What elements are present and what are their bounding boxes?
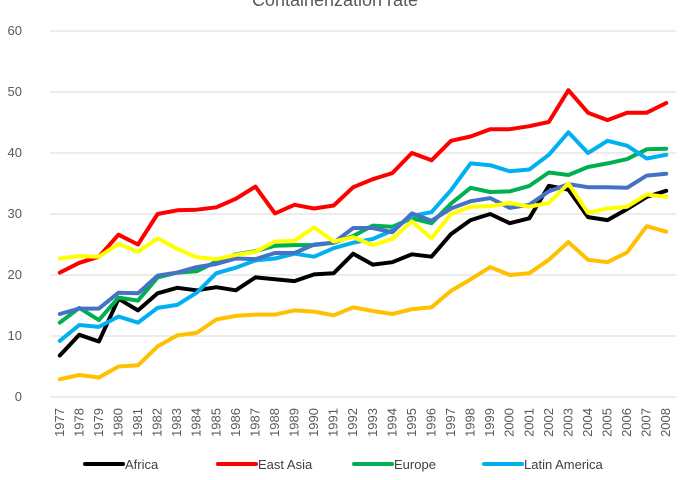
x-tick-label: 2001 [521, 408, 536, 437]
x-tick-label: 1989 [287, 408, 302, 437]
x-tick-label: 1992 [345, 408, 360, 437]
y-axis-ticks: 0 10 20 30 40 50 60 [8, 23, 22, 404]
x-tick-label: 1991 [326, 408, 341, 437]
x-tick-label: 2002 [541, 408, 556, 437]
y-tick-label: 30 [8, 206, 22, 221]
x-tick-label: 1996 [423, 408, 438, 437]
x-tick-label: 1998 [463, 408, 478, 437]
x-tick-label: 1986 [228, 408, 243, 437]
series-line-2 [57, 146, 669, 325]
x-tick-label: 1983 [169, 408, 184, 437]
x-tick-label: 2004 [580, 408, 595, 437]
x-tick-label: 1999 [482, 408, 497, 437]
x-tick-label: 1987 [247, 408, 262, 437]
legend: Africa East Asia Europe Latin America [83, 457, 604, 472]
legend-label: Europe [394, 457, 436, 472]
series-line-1 [57, 88, 669, 275]
x-tick-label: 1994 [384, 408, 399, 437]
legend-label: Africa [125, 457, 159, 472]
x-axis-ticks: 1977 1978 1979 1980 1981 1982 1983 1984 1985 1986… [52, 408, 673, 437]
x-tick-label: 1985 [208, 408, 223, 437]
legend-label: East Asia [258, 457, 313, 472]
chart-title: Containerization rate [252, 0, 418, 10]
legend-label: Latin America [524, 457, 604, 472]
y-tick-label: 60 [8, 23, 22, 38]
x-tick-label: 1997 [443, 408, 458, 437]
x-tick-label: 2006 [619, 408, 634, 437]
y-tick-label: 20 [8, 267, 22, 282]
y-tick-label: 10 [8, 328, 22, 343]
x-tick-label: 1990 [306, 408, 321, 437]
gridlines [50, 30, 676, 398]
series-lines [57, 88, 669, 382]
x-tick-label: 1995 [404, 408, 419, 437]
x-tick-label: 1977 [52, 408, 67, 437]
series-line-4 [57, 224, 669, 382]
y-tick-label: 40 [8, 145, 22, 160]
series-line-0 [57, 183, 669, 358]
x-tick-label: 1988 [267, 408, 282, 437]
x-tick-label: 2008 [658, 408, 673, 437]
x-tick-label: 1982 [150, 408, 165, 437]
x-tick-label: 2005 [600, 408, 615, 437]
x-tick-label: 2000 [502, 408, 517, 437]
y-tick-label: 50 [8, 84, 22, 99]
y-tick-label: 0 [15, 389, 22, 404]
x-tick-label: 1978 [71, 408, 86, 437]
x-tick-label: 1984 [189, 408, 204, 437]
x-tick-label: 1993 [365, 408, 380, 437]
x-tick-label: 1981 [130, 408, 145, 437]
x-tick-label: 1979 [91, 408, 106, 437]
x-tick-label: 1980 [110, 408, 125, 437]
x-tick-label: 2003 [560, 408, 575, 437]
x-tick-label: 2007 [639, 408, 654, 437]
series-line-6 [57, 181, 669, 262]
